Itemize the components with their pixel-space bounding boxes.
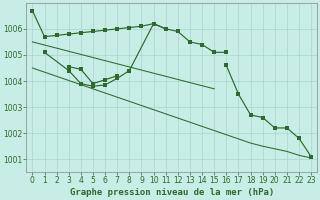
X-axis label: Graphe pression niveau de la mer (hPa): Graphe pression niveau de la mer (hPa) [70, 188, 274, 197]
